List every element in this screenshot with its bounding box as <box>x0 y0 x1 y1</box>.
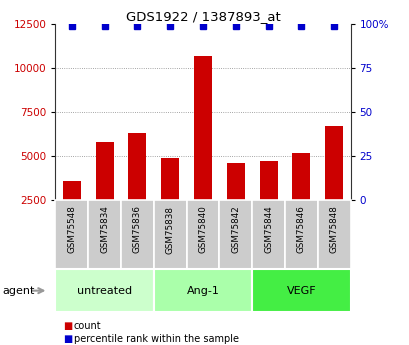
Bar <box>63 181 81 200</box>
Text: untreated: untreated <box>77 286 132 296</box>
Text: GSM75836: GSM75836 <box>133 206 142 254</box>
Bar <box>128 133 146 200</box>
Bar <box>252 200 284 269</box>
Text: ■: ■ <box>63 321 73 331</box>
Text: GSM75844: GSM75844 <box>263 206 272 253</box>
Text: GSM75848: GSM75848 <box>329 206 338 254</box>
Bar <box>121 200 153 269</box>
Text: agent: agent <box>2 286 34 296</box>
Bar <box>88 200 121 269</box>
Text: GSM75842: GSM75842 <box>231 206 240 253</box>
Bar <box>324 126 342 200</box>
Text: GSM75834: GSM75834 <box>100 206 109 254</box>
Text: GSM75838: GSM75838 <box>165 206 174 254</box>
Bar <box>317 200 350 269</box>
Title: GDS1922 / 1387893_at: GDS1922 / 1387893_at <box>125 10 280 23</box>
Text: count: count <box>74 321 101 331</box>
Text: GSM75846: GSM75846 <box>296 206 305 253</box>
Bar <box>55 200 88 269</box>
Bar <box>153 269 252 312</box>
Bar <box>292 152 310 200</box>
Bar <box>193 56 211 200</box>
Bar <box>95 142 113 200</box>
Bar <box>153 200 186 269</box>
Bar <box>55 269 153 312</box>
Text: VEGF: VEGF <box>286 286 315 296</box>
Text: GSM75840: GSM75840 <box>198 206 207 254</box>
Text: percentile rank within the sample: percentile rank within the sample <box>74 334 238 344</box>
Bar <box>284 200 317 269</box>
Text: GSM75548: GSM75548 <box>67 206 76 254</box>
Text: ■: ■ <box>63 334 73 344</box>
Bar <box>186 200 219 269</box>
Bar <box>226 163 244 200</box>
Bar <box>259 161 277 200</box>
Bar <box>252 269 350 312</box>
Bar <box>219 200 252 269</box>
Bar <box>161 158 179 200</box>
Text: Ang-1: Ang-1 <box>186 286 219 296</box>
